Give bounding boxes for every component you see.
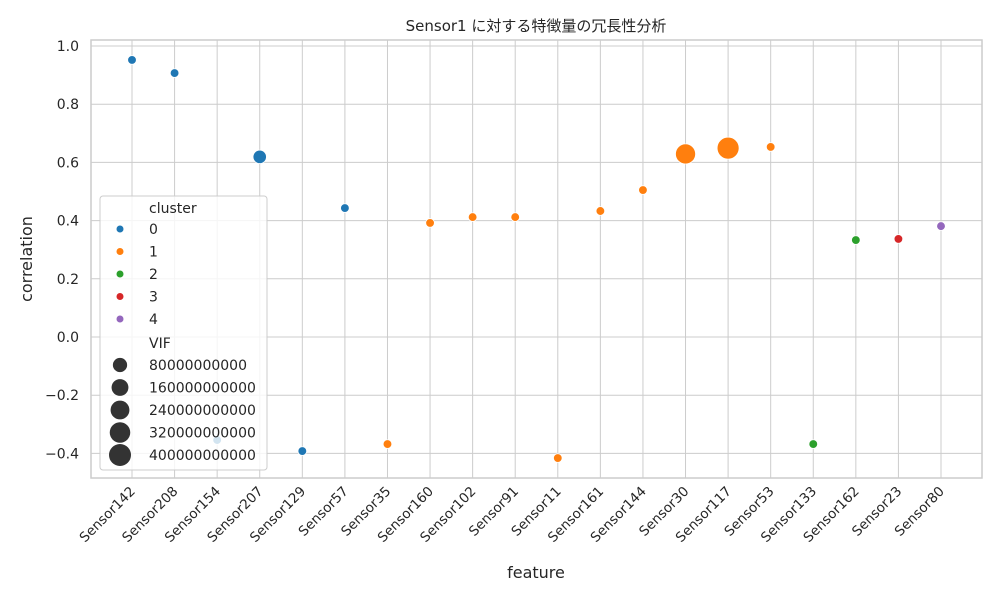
legend-size-title: VIF xyxy=(149,336,171,352)
legend-cluster-label: 2 xyxy=(149,267,158,283)
legend: cluster VIF 0 1 2 3 4 80000000000 160000000000… xyxy=(99,195,268,471)
legend-cluster-label: 4 xyxy=(149,312,158,328)
legend-size-label: 80000000000 xyxy=(149,358,247,374)
legend-size-label: 400000000000 xyxy=(149,448,256,464)
legend-cluster-label: 0 xyxy=(149,222,158,238)
legend-cluster-marker xyxy=(116,270,124,278)
y-tick-label: −0.2 xyxy=(45,388,79,404)
data-point-sensor142 xyxy=(127,55,137,65)
legend-size-marker xyxy=(111,379,129,396)
legend-cluster-marker xyxy=(116,248,124,255)
legend-size-label: 160000000000 xyxy=(149,381,256,397)
legend-size-marker xyxy=(110,400,130,420)
data-point-sensor80 xyxy=(936,221,946,231)
data-points xyxy=(127,55,946,463)
data-point-sensor207 xyxy=(252,149,267,164)
data-point-sensor30 xyxy=(675,143,696,165)
grid xyxy=(91,40,982,478)
y-tick-label: 0.6 xyxy=(57,155,79,171)
data-point-sensor160 xyxy=(425,218,435,228)
y-tick-label: 0.2 xyxy=(57,272,79,288)
y-tick-label: 0.0 xyxy=(57,330,79,346)
legend-cluster-label: 1 xyxy=(149,245,158,261)
data-point-sensor91 xyxy=(510,212,520,222)
data-point-sensor35 xyxy=(382,439,393,449)
data-point-sensor133 xyxy=(808,439,819,449)
x-tick-labels: Sensor142Sensor208Sensor154Sensor207Sens… xyxy=(77,484,948,546)
data-point-sensor11 xyxy=(553,453,563,463)
data-point-sensor57 xyxy=(340,203,350,213)
chart-title: Sensor1 に対する特徴量の冗長性分析 xyxy=(406,17,667,35)
data-point-sensor208 xyxy=(169,68,180,78)
data-point-sensor144 xyxy=(638,185,648,195)
data-point-sensor53 xyxy=(765,142,776,152)
legend-size-label: 320000000000 xyxy=(149,426,256,442)
y-tick-labels: −0.4 −0.2 0.0 0.2 0.4 0.6 0.8 1.0 xyxy=(45,39,79,462)
data-point-sensor102 xyxy=(467,212,478,222)
legend-size-marker xyxy=(109,444,131,466)
y-axis-label: correlation xyxy=(17,216,36,302)
plot-frame xyxy=(90,39,983,479)
data-point-sensor161 xyxy=(595,206,606,216)
legend-hue-title: cluster xyxy=(149,201,197,217)
x-axis-label: feature xyxy=(507,563,565,582)
legend-cluster-label: 3 xyxy=(149,290,158,306)
y-tick-label: 0.4 xyxy=(57,214,79,230)
legend-cluster-marker xyxy=(116,225,124,233)
legend-size-label: 240000000000 xyxy=(149,403,256,419)
data-point-sensor162 xyxy=(851,235,861,245)
legend-size-marker xyxy=(112,357,128,373)
data-point-sensor23 xyxy=(893,234,904,244)
legend-size-marker xyxy=(109,422,131,443)
y-tick-label: 0.8 xyxy=(57,97,79,113)
data-point-sensor129 xyxy=(297,446,308,456)
legend-cluster-marker xyxy=(116,293,124,300)
data-point-sensor117 xyxy=(716,136,740,160)
legend-box xyxy=(99,195,268,471)
y-tick-label: −0.4 xyxy=(45,446,79,462)
legend-cluster-marker xyxy=(116,315,124,323)
y-tick-label: 1.0 xyxy=(57,39,79,55)
